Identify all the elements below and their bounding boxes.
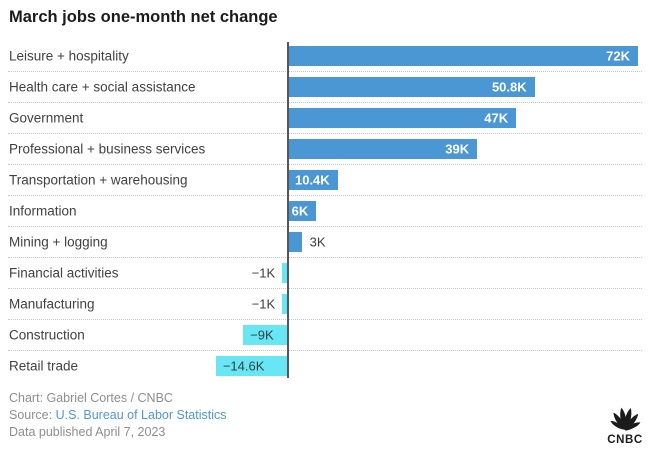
category-label: Professional + business services bbox=[9, 141, 206, 157]
category-label: Financial activities bbox=[9, 265, 119, 281]
chart-row: Professional + business services 39K bbox=[8, 133, 642, 164]
chart-footer: Chart: Gabriel Cortes / CNBC Source: U.S… bbox=[9, 390, 227, 441]
chart-row: Manufacturing −1K bbox=[8, 288, 642, 319]
chart-row: Retail trade −14.6K bbox=[8, 350, 642, 381]
chart-row: Health care + social assistance 50.8K bbox=[8, 71, 642, 102]
category-label: Retail trade bbox=[9, 358, 79, 374]
value-label: −1K bbox=[251, 296, 276, 312]
value-label: 72K bbox=[606, 48, 630, 63]
bar-transportation-warehousing: 10.4K bbox=[287, 170, 338, 190]
cnbc-peacock-icon bbox=[610, 407, 641, 431]
bar-construction: −9K bbox=[243, 325, 287, 345]
bar-professional-business-services: 39K bbox=[287, 139, 478, 159]
bar-health-care-social-assistance: 50.8K bbox=[287, 77, 535, 97]
cnbc-logo-text: CNBC bbox=[607, 434, 643, 446]
source-line: Source: U.S. Bureau of Labor Statistics bbox=[9, 407, 227, 424]
bar-financial-activities bbox=[282, 263, 287, 283]
chart-row: Construction −9K bbox=[8, 319, 642, 350]
published-date: Data published April 7, 2023 bbox=[9, 425, 166, 439]
bar-manufacturing bbox=[282, 294, 287, 314]
category-label: Government bbox=[9, 110, 84, 126]
category-label: Mining + logging bbox=[9, 234, 108, 250]
category-label: Manufacturing bbox=[9, 296, 95, 312]
source-link[interactable]: U.S. Bureau of Labor Statistics bbox=[55, 408, 227, 422]
value-label: 3K bbox=[309, 234, 326, 250]
category-label: Transportation + warehousing bbox=[9, 172, 188, 188]
bar-retail-trade: −14.6K bbox=[215, 356, 287, 376]
bar-leisure-hospitality: 72K bbox=[287, 45, 638, 66]
value-label: 50.8K bbox=[491, 79, 527, 95]
value-label: 39K bbox=[445, 141, 470, 157]
category-label: Construction bbox=[9, 327, 85, 343]
source-label: Source: bbox=[9, 408, 53, 422]
chart-row: Leisure + hospitality 72K bbox=[8, 40, 642, 71]
value-label: −14.6K bbox=[222, 358, 265, 374]
chart-row: Information 6K bbox=[8, 195, 642, 226]
bar-chart: Leisure + hospitality 72K Health care + so… bbox=[8, 40, 642, 381]
chart-credit: Chart: Gabriel Cortes / CNBC bbox=[9, 391, 173, 405]
category-label: Health care + social assistance bbox=[9, 79, 196, 95]
value-label: −1K bbox=[251, 265, 276, 281]
bar-information: 6K bbox=[287, 201, 317, 221]
bar-mining-logging bbox=[287, 232, 302, 252]
value-label: −9K bbox=[250, 327, 274, 343]
zero-axis-line bbox=[287, 42, 289, 378]
chart-row: Transportation + warehousing 10.4K bbox=[8, 164, 642, 195]
value-label: 10.4K bbox=[294, 172, 330, 188]
chart-row: Government 47K bbox=[8, 102, 642, 133]
cnbc-logo: CNBC bbox=[600, 401, 650, 446]
chart-title: March jobs one-month net change bbox=[9, 8, 278, 26]
chart-row: Mining + logging 3K bbox=[8, 226, 642, 257]
chart-row: Financial activities −1K bbox=[8, 257, 642, 288]
category-label: Leisure + hospitality bbox=[9, 48, 129, 63]
value-label: 6K bbox=[291, 203, 309, 219]
value-label: 47K bbox=[484, 110, 509, 126]
bar-government: 47K bbox=[287, 108, 517, 128]
category-label: Information bbox=[9, 203, 77, 219]
